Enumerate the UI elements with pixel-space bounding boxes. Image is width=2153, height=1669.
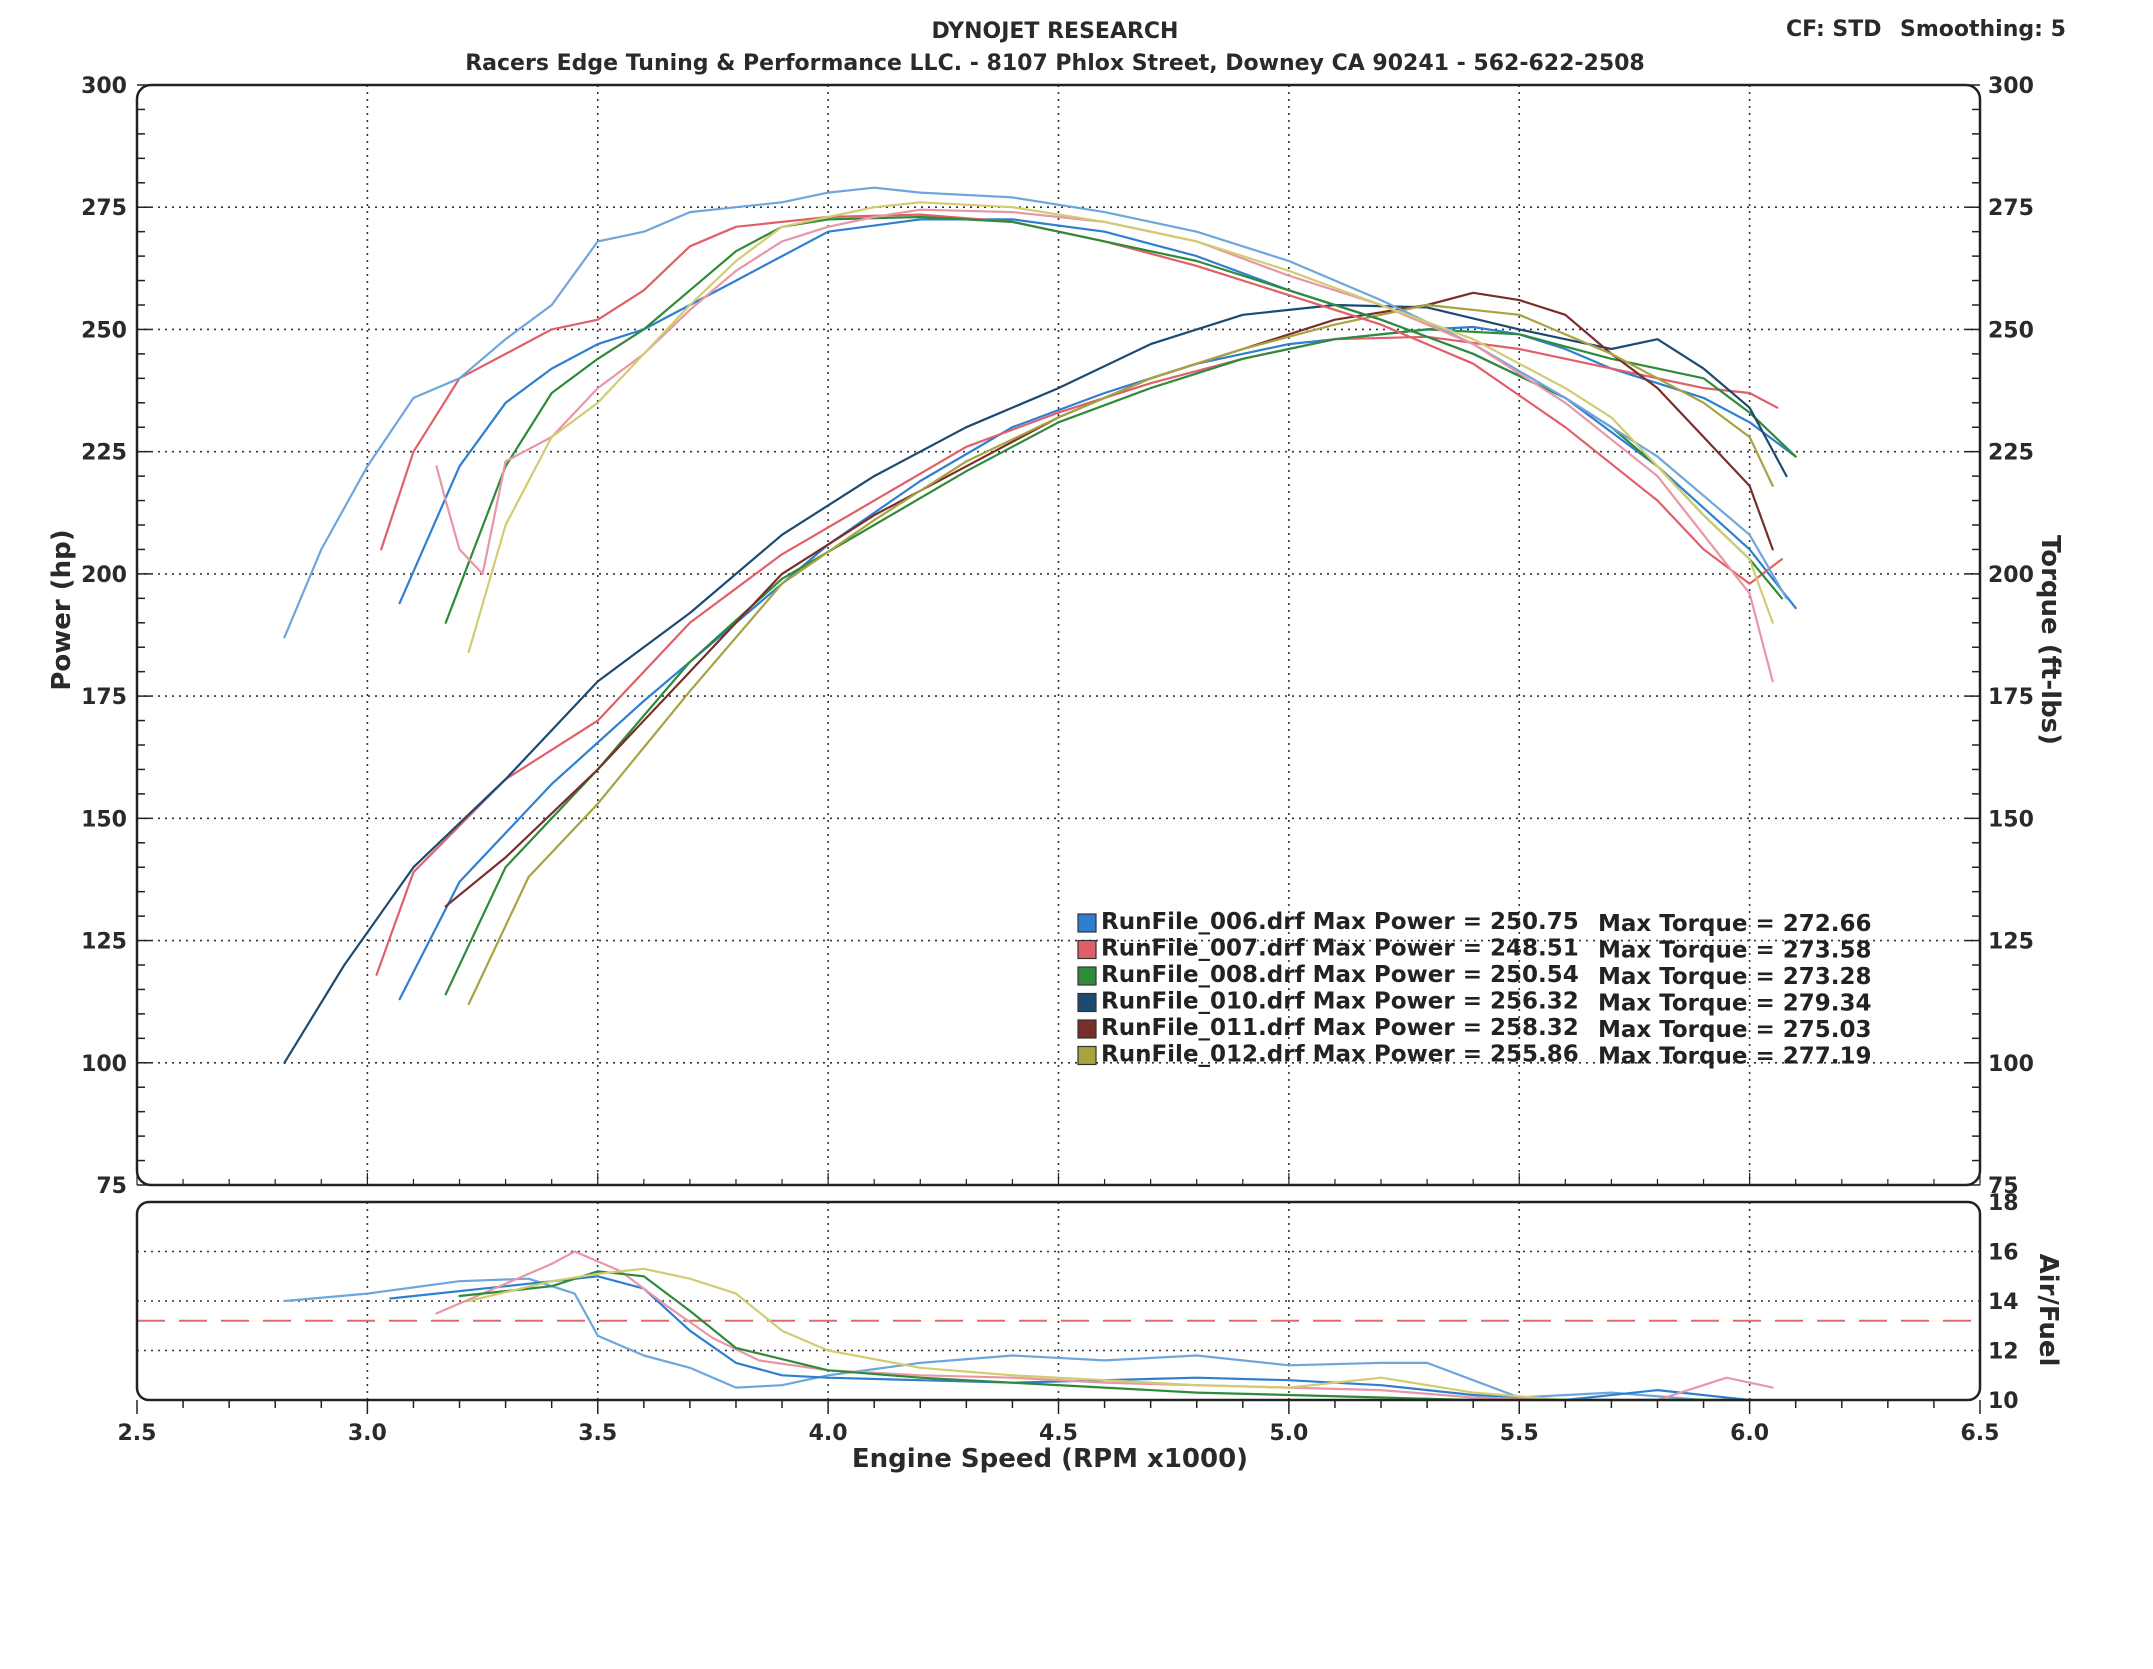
x-tick-label: 5.5 <box>1500 1421 1539 1446</box>
legend-label: RunFile_006.drf Max Power = 250.75 <box>1101 909 1579 935</box>
legend-swatch <box>1077 1045 1097 1066</box>
legend-torque: Max Torque = 279.34 <box>1598 991 1872 1017</box>
x-tick-label: 5.0 <box>1269 1421 1308 1446</box>
legend-torque: Max Torque = 273.58 <box>1598 938 1872 964</box>
af-ticks: 10 12 14 16 18 <box>1988 1191 2019 1414</box>
main-plot-frame <box>135 83 1982 1187</box>
y-tick-label-left: 200 <box>81 563 127 588</box>
y-tick-label-right: 150 <box>1988 807 2034 832</box>
y-tick-label-right: 300 <box>1988 74 2034 99</box>
y-tick-label-right: 275 <box>1988 196 2034 221</box>
y-tick-label-left: 225 <box>81 441 127 466</box>
smoothing-label: Smoothing: 5 <box>1900 17 2066 42</box>
y-tick-label-right: 225 <box>1988 441 2034 466</box>
series-line-torque <box>398 218 1797 610</box>
y-tick-label-right: 100 <box>1988 1052 2034 1077</box>
y-tick-label-left: 125 <box>81 930 127 955</box>
af-series-line <box>283 1277 1751 1402</box>
legend-swatch <box>1077 939 1097 960</box>
x-tick-label: 3.0 <box>348 1421 387 1446</box>
legend-torque: Max Torque = 277.19 <box>1598 1044 1872 1070</box>
legend-swatch <box>1077 1019 1097 1039</box>
legend-torque: Max Torque = 273.28 <box>1598 964 1872 990</box>
y-tick-label-right: 200 <box>1988 563 2034 588</box>
series-line-power <box>444 328 1797 996</box>
legend-swatch <box>1077 913 1097 933</box>
af-tick-label: 10 <box>1988 1389 2019 1414</box>
x-tick-labels: 2.5 3.0 3.5 4.0 4.5 5.0 5.5 6.0 6.5 <box>118 1400 2000 1446</box>
series-line-torque <box>283 186 1788 639</box>
legend-torque: Max Torque = 272.66 <box>1598 911 1872 937</box>
chart-subtitle: Racers Edge Tuning & Performance LLC. - … <box>465 51 1645 76</box>
y-tick-label-right: 250 <box>1988 318 2034 343</box>
x-axis-label: Engine Speed (RPM x1000) <box>852 1444 1248 1474</box>
legend-swatch <box>1077 966 1097 986</box>
a-f-axis-label: Air/Fuel <box>2033 1254 2063 1367</box>
y-tick-label-left: 175 <box>81 685 127 710</box>
y-tick-label-left: 150 <box>81 807 127 832</box>
y-tick-label-left: 100 <box>81 1052 127 1077</box>
series-line-power <box>444 291 1774 908</box>
chart-title: DYNOJET RESEARCH <box>932 19 1179 44</box>
y-tick-label-left: 275 <box>81 196 127 221</box>
series-line-power <box>375 335 1779 976</box>
af-tick-label: 12 <box>1988 1340 2019 1365</box>
af-series-line <box>435 1250 1774 1402</box>
af-tick-label: 14 <box>1988 1290 2019 1315</box>
series-line-power <box>283 303 1788 1064</box>
series-line-torque <box>435 208 1774 683</box>
x-tick-label: 4.0 <box>809 1421 848 1446</box>
y-tick-label-right: 75 <box>1988 1174 2019 1199</box>
cf-label: CF: STD <box>1786 17 1882 42</box>
af-tick-label: 18 <box>1988 1191 2019 1216</box>
y-axis-label-left: Power (hp) <box>47 529 77 690</box>
y-axis-label-right: Torque (ft-lbs) <box>2035 535 2065 745</box>
legend-label: RunFile_011.drf Max Power = 258.32 <box>1101 1015 1579 1041</box>
series-line-power <box>398 325 1797 1001</box>
x-tick-label: 6.0 <box>1730 1421 1769 1446</box>
legend-label: RunFile_012.drf Max Power = 255.86 <box>1101 1042 1579 1068</box>
af-series-line <box>389 1275 1751 1402</box>
y-tick-label-right: 175 <box>1988 685 2034 710</box>
x-tick-label: 2.5 <box>118 1421 157 1446</box>
series-line-torque <box>467 201 1774 654</box>
legend-torque: Max Torque = 275.03 <box>1598 1017 1872 1043</box>
y-tick-label-left: 75 <box>96 1174 127 1199</box>
legend-label: RunFile_008.drf Max Power = 250.54 <box>1101 962 1579 988</box>
legend: RunFile_006.drf Max Power = 250.75 Max To… <box>1077 909 1872 1070</box>
legend-label: RunFile_007.drf Max Power = 248.51 <box>1101 936 1579 962</box>
main-grid <box>137 85 1980 1185</box>
y-tick-label-right: 125 <box>1988 930 2034 955</box>
af-grid <box>137 1202 1980 1400</box>
series-line-power <box>467 303 1774 1006</box>
main-plot-series <box>283 186 1797 1064</box>
legend-swatch <box>1077 992 1097 1013</box>
main-ticks: 75 100 125 150 175 200 225 250 275 300 75 100 125 150… <box>81 74 2034 1199</box>
y-tick-label-left: 250 <box>81 318 127 343</box>
x-tick-label: 3.5 <box>578 1421 617 1446</box>
legend-label: RunFile_010.drf Max Power = 256.32 <box>1101 989 1579 1015</box>
x-tick-label: 6.5 <box>1961 1421 2000 1446</box>
af-series-line <box>467 1267 1751 1402</box>
x-tick-label: 4.5 <box>1039 1421 1078 1446</box>
series-line-torque <box>444 215 1783 624</box>
af-tick-label: 16 <box>1988 1241 2019 1266</box>
y-tick-label-left: 300 <box>81 74 127 99</box>
series-line-torque <box>380 213 1783 585</box>
